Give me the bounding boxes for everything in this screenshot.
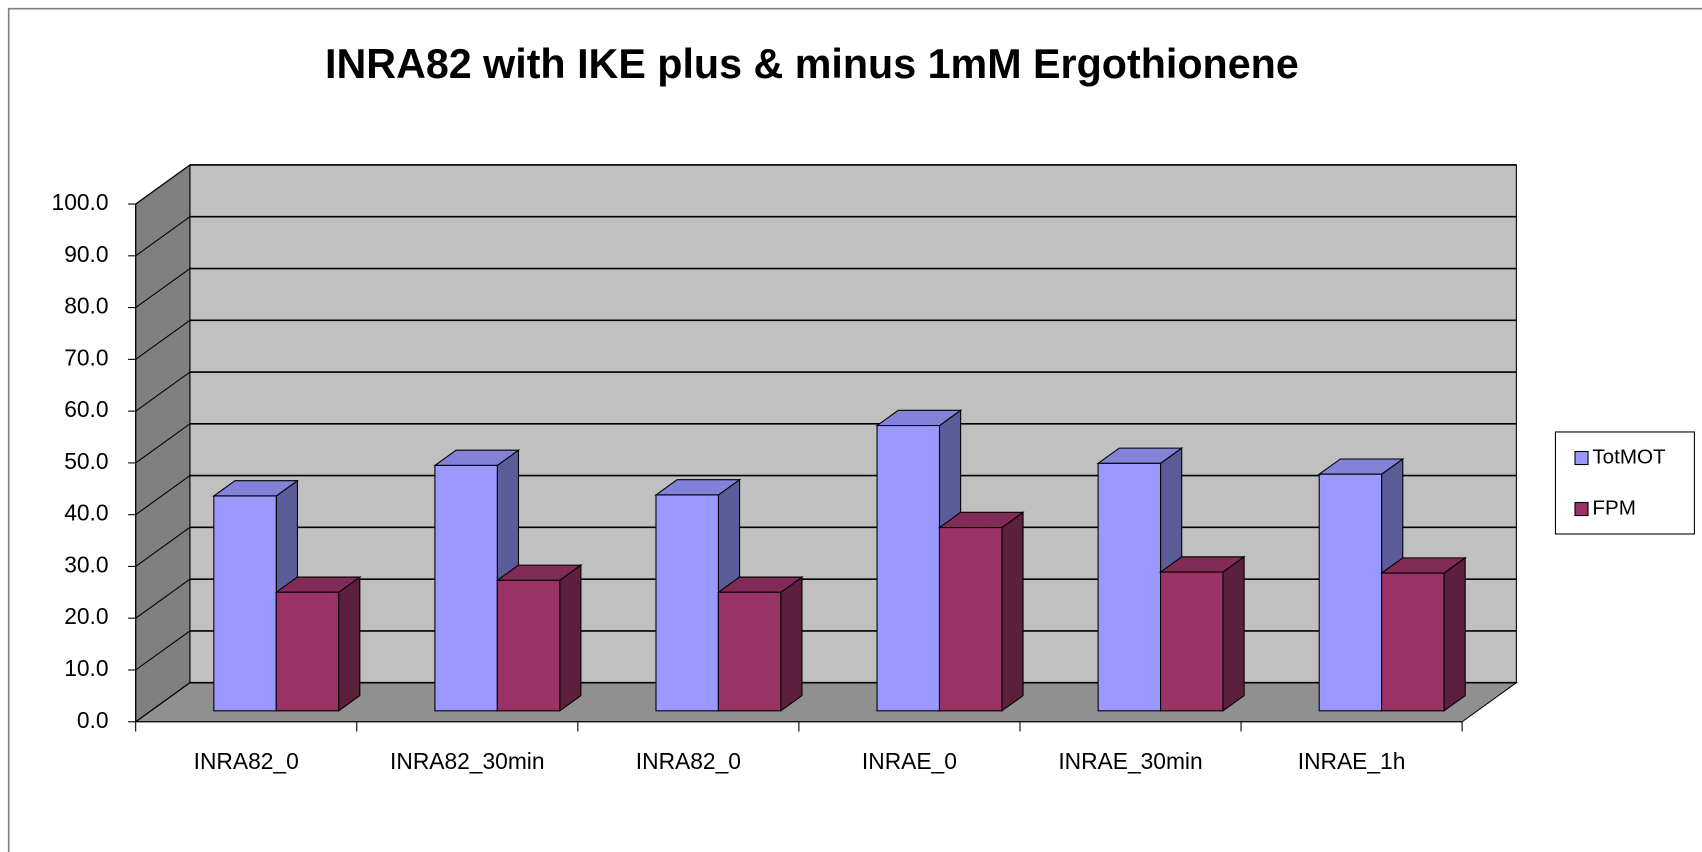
bar (1318, 473, 1383, 712)
bar (496, 579, 561, 712)
bar-side (1222, 555, 1245, 712)
bar-side (559, 564, 582, 712)
y-tick-label: 40.0 (64, 500, 108, 526)
bar (275, 591, 340, 712)
x-tick-label: INRAE_30min (1058, 748, 1202, 774)
grid-line (135, 371, 191, 412)
legend-swatch (1574, 501, 1589, 517)
legend-box (1554, 431, 1695, 535)
grid-line (135, 630, 191, 671)
grid-line (135, 682, 191, 723)
bar-side (780, 575, 803, 712)
chart-title: INRA82 with IKE plus & minus 1mM Ergothi… (325, 41, 1299, 87)
grid-line (135, 423, 191, 464)
y-tick-label: 70.0 (64, 344, 108, 370)
y-tick-label: 60.0 (64, 396, 108, 422)
grid-line (135, 268, 191, 309)
grid-line (135, 475, 191, 516)
bar (1159, 571, 1224, 712)
bar-side (338, 575, 361, 712)
y-tick-label: 10.0 (64, 655, 108, 681)
x-tick-label: INRA82_30min (390, 748, 545, 774)
grid-line (135, 319, 191, 360)
bar (213, 495, 277, 712)
legend-label: TotMOT (1592, 445, 1666, 468)
bar (655, 494, 719, 712)
grid-line (135, 216, 191, 257)
y-tick-label: 80.0 (64, 293, 108, 319)
y-tick-label: 20.0 (64, 603, 108, 629)
legend-swatch (1574, 450, 1589, 466)
x-tick-label: INRA82_0 (194, 748, 299, 774)
bar (1381, 572, 1445, 712)
x-tick-label: INRA82_0 (636, 748, 741, 774)
bar (1097, 462, 1162, 712)
bar (938, 527, 1003, 712)
x-tick-label: INRAE_0 (862, 748, 957, 774)
bar-side (1001, 511, 1024, 712)
grid-line (135, 578, 191, 619)
y-tick-label: 50.0 (64, 448, 108, 474)
bar (717, 591, 782, 712)
bar (434, 464, 498, 712)
grid-line (135, 164, 191, 205)
bar (876, 425, 941, 712)
bar-side (1443, 556, 1466, 712)
y-tick-label: 90.0 (64, 241, 108, 267)
legend-label: FPM (1592, 496, 1636, 519)
x-tick-label: INRAE_1h (1298, 748, 1406, 774)
y-tick-label: 30.0 (64, 551, 108, 577)
y-tick-label: 100.0 (52, 189, 109, 215)
y-tick-label: 0.0 (77, 707, 109, 733)
grid-line (135, 526, 191, 567)
